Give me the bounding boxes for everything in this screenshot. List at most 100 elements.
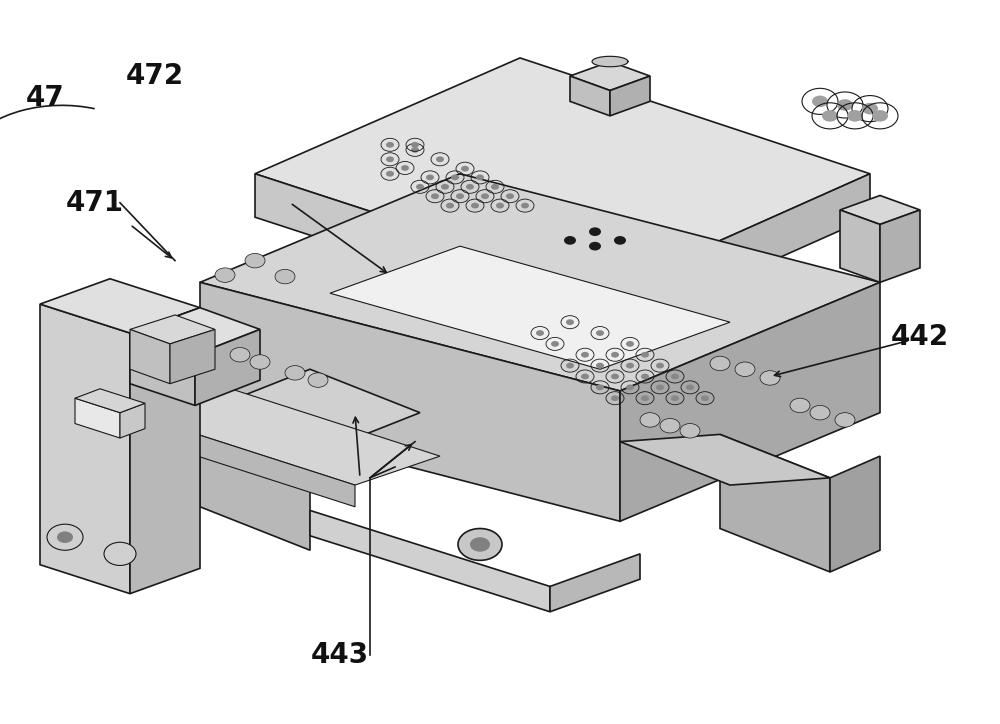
Circle shape xyxy=(837,99,853,111)
Circle shape xyxy=(686,384,694,390)
Circle shape xyxy=(506,193,514,199)
Circle shape xyxy=(215,268,235,282)
Polygon shape xyxy=(130,413,355,507)
Circle shape xyxy=(416,184,424,190)
Circle shape xyxy=(735,362,755,376)
Polygon shape xyxy=(620,434,830,485)
Polygon shape xyxy=(570,62,650,90)
Circle shape xyxy=(496,203,504,209)
Polygon shape xyxy=(610,174,870,333)
Polygon shape xyxy=(130,384,440,485)
Polygon shape xyxy=(40,279,200,333)
Polygon shape xyxy=(130,308,260,355)
Polygon shape xyxy=(130,308,200,594)
Circle shape xyxy=(536,330,544,336)
Text: 471: 471 xyxy=(66,189,124,216)
Circle shape xyxy=(680,424,700,438)
Circle shape xyxy=(611,352,619,358)
Circle shape xyxy=(104,542,136,565)
Circle shape xyxy=(285,366,305,380)
Polygon shape xyxy=(130,315,215,344)
Circle shape xyxy=(436,156,444,162)
Circle shape xyxy=(656,363,664,369)
Circle shape xyxy=(308,373,328,387)
Polygon shape xyxy=(255,58,870,290)
Circle shape xyxy=(57,531,73,543)
Circle shape xyxy=(671,374,679,379)
Circle shape xyxy=(230,348,250,362)
Polygon shape xyxy=(195,329,260,405)
Circle shape xyxy=(471,203,479,209)
Polygon shape xyxy=(592,56,628,67)
Polygon shape xyxy=(200,413,310,550)
Circle shape xyxy=(481,193,489,199)
Polygon shape xyxy=(880,210,920,282)
Polygon shape xyxy=(330,246,730,369)
Circle shape xyxy=(275,269,295,284)
Circle shape xyxy=(431,193,439,199)
Polygon shape xyxy=(720,434,830,572)
Circle shape xyxy=(476,174,484,180)
Circle shape xyxy=(589,227,601,236)
Circle shape xyxy=(626,341,634,347)
Circle shape xyxy=(701,395,709,401)
Circle shape xyxy=(611,395,619,401)
Circle shape xyxy=(521,203,529,209)
Circle shape xyxy=(491,184,499,190)
Polygon shape xyxy=(840,195,920,224)
Circle shape xyxy=(760,371,780,385)
Circle shape xyxy=(461,166,469,172)
Circle shape xyxy=(671,395,679,401)
Circle shape xyxy=(386,171,394,177)
Circle shape xyxy=(596,363,604,369)
Polygon shape xyxy=(620,282,880,521)
Polygon shape xyxy=(610,76,650,116)
Circle shape xyxy=(710,356,730,371)
Circle shape xyxy=(581,352,589,358)
Circle shape xyxy=(596,330,604,336)
Polygon shape xyxy=(200,369,420,456)
Circle shape xyxy=(641,374,649,379)
Polygon shape xyxy=(120,403,145,438)
Polygon shape xyxy=(200,174,880,391)
Circle shape xyxy=(626,384,634,390)
Polygon shape xyxy=(570,76,610,116)
Text: 47: 47 xyxy=(26,84,64,111)
Polygon shape xyxy=(550,554,640,612)
Circle shape xyxy=(872,110,888,122)
Polygon shape xyxy=(130,329,170,384)
Polygon shape xyxy=(75,398,120,438)
Circle shape xyxy=(656,384,664,390)
Circle shape xyxy=(245,253,265,268)
Polygon shape xyxy=(40,304,130,594)
Circle shape xyxy=(611,374,619,379)
Circle shape xyxy=(386,156,394,162)
Polygon shape xyxy=(200,282,620,521)
Circle shape xyxy=(401,165,409,171)
Text: 442: 442 xyxy=(891,323,949,350)
Circle shape xyxy=(847,110,863,122)
Circle shape xyxy=(466,184,474,190)
Circle shape xyxy=(551,341,559,347)
Circle shape xyxy=(812,96,828,107)
Circle shape xyxy=(566,319,574,325)
Circle shape xyxy=(564,236,576,245)
Circle shape xyxy=(458,529,502,560)
Circle shape xyxy=(566,363,574,369)
Polygon shape xyxy=(830,456,880,572)
Circle shape xyxy=(589,242,601,251)
Text: 443: 443 xyxy=(311,641,369,669)
Text: 472: 472 xyxy=(126,62,184,90)
Circle shape xyxy=(835,413,855,427)
Circle shape xyxy=(641,395,649,401)
Circle shape xyxy=(641,352,649,358)
Circle shape xyxy=(411,142,419,148)
Circle shape xyxy=(581,374,589,379)
Circle shape xyxy=(596,384,604,390)
Circle shape xyxy=(386,142,394,148)
Polygon shape xyxy=(75,389,145,413)
Circle shape xyxy=(640,413,660,427)
Circle shape xyxy=(250,355,270,369)
Circle shape xyxy=(660,418,680,433)
Polygon shape xyxy=(170,329,215,384)
